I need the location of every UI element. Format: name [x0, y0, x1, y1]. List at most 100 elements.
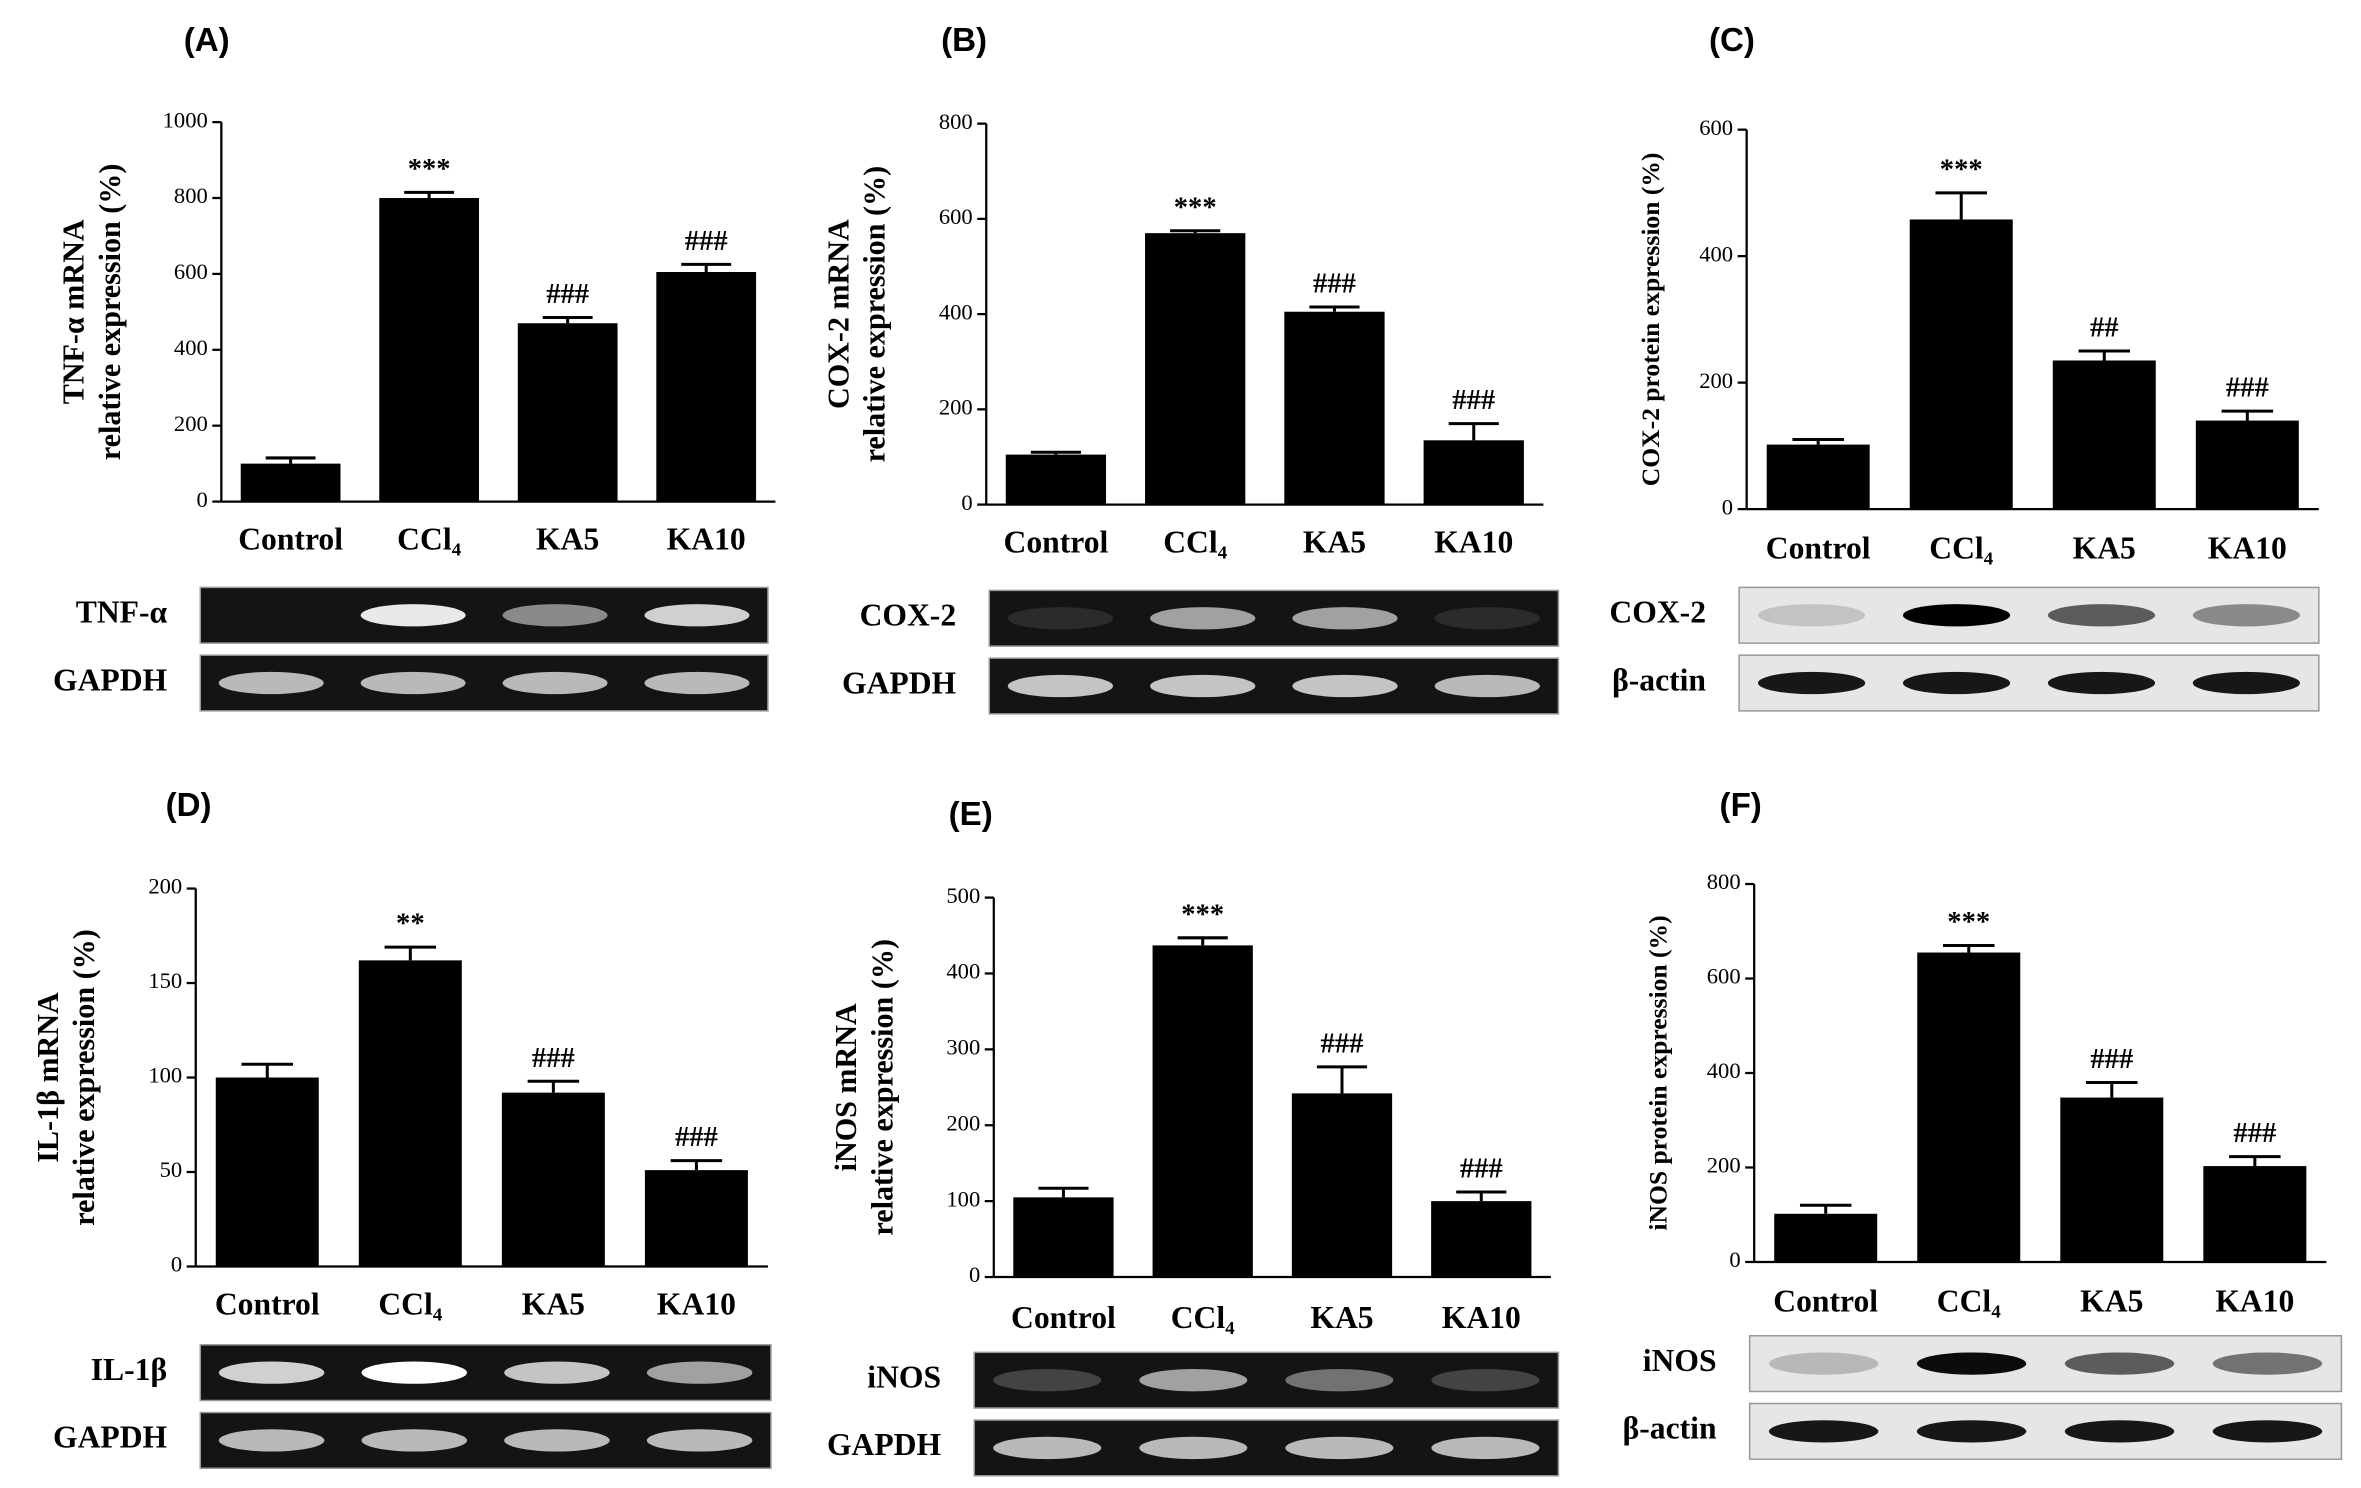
- y-axis-label: relative expression (%): [858, 166, 892, 463]
- blot-band: [1150, 607, 1256, 630]
- blot-band: [219, 604, 324, 626]
- x-tick-label: CCl₄: [378, 1286, 442, 1321]
- blot-band: [993, 1436, 1102, 1460]
- blot-label: GAPDH: [53, 662, 168, 697]
- x-tick-label: KA5: [2073, 531, 2136, 566]
- y-tick-label: 200: [946, 1110, 980, 1135]
- blot-band: [2212, 1352, 2323, 1375]
- bar: [1152, 945, 1253, 1278]
- blot-label: IL-1β: [91, 1352, 167, 1387]
- x-tick-label: KA10: [1434, 524, 1513, 559]
- annotation: ***: [1940, 154, 1983, 185]
- annotation: ###: [532, 1043, 575, 1074]
- y-tick-label: 0: [171, 1252, 182, 1277]
- bar: [2052, 360, 2156, 510]
- x-tick-label: KA10: [2208, 531, 2287, 566]
- y-tick-label: 600: [939, 204, 973, 229]
- bar: [379, 198, 480, 502]
- y-tick-label: 800: [1707, 869, 1741, 894]
- x-tick-label: KA5: [536, 521, 599, 556]
- blot-band: [1916, 1352, 2027, 1375]
- blot-band: [2212, 1420, 2323, 1443]
- blot-label: GAPDH: [827, 1427, 942, 1462]
- blot-band: [502, 671, 608, 695]
- x-tick-label: Control: [1011, 1300, 1116, 1335]
- y-axis-label: iNOS mRNA: [829, 1003, 863, 1171]
- y-tick-label: 200: [1707, 1153, 1741, 1178]
- y-tick-label: 100: [946, 1186, 980, 1211]
- y-tick-label: 400: [1707, 1058, 1741, 1083]
- blot-band: [1757, 604, 1866, 627]
- annotation: ###: [1452, 385, 1495, 416]
- y-tick-label: 200: [174, 411, 208, 436]
- blot-band: [360, 671, 466, 695]
- bar: [517, 323, 618, 502]
- bar: [1766, 444, 1870, 510]
- annotation: ###: [546, 279, 589, 310]
- blot-band: [1434, 607, 1540, 630]
- bar: [1423, 440, 1524, 505]
- blot-row: [973, 1351, 1560, 1409]
- panel-label: (B): [941, 22, 987, 59]
- y-tick-label: 400: [174, 335, 208, 360]
- bar: [215, 1077, 319, 1267]
- bar: [1431, 1201, 1532, 1278]
- x-tick-label: CCl₄: [1929, 531, 1993, 566]
- y-tick-label: 800: [939, 109, 973, 134]
- annotation: ***: [408, 154, 451, 185]
- blot-band: [1902, 671, 2011, 695]
- y-axis-label: iNOS protein expression (%): [1644, 915, 1673, 1230]
- blot-band: [1292, 607, 1398, 630]
- y-tick-label: 100: [148, 1063, 182, 1088]
- x-tick-label: CCl₄: [1163, 524, 1227, 559]
- y-axis-label: relative expression (%): [93, 164, 127, 461]
- y-tick-label: 50: [160, 1157, 183, 1182]
- bar: [240, 463, 341, 502]
- blot-band: [218, 1361, 325, 1384]
- panel: (C) COX-2 protein expression (%) 0 200 400 60…: [1609, 22, 2320, 712]
- blot-band: [360, 604, 466, 627]
- panel-label: (A): [184, 22, 230, 59]
- y-tick-label: 800: [174, 183, 208, 208]
- blot-band: [2064, 1352, 2175, 1375]
- annotation: ###: [2233, 1118, 2276, 1149]
- blot-band: [1007, 674, 1114, 698]
- annotation: ###: [685, 226, 728, 257]
- panel-label: (C): [1709, 22, 1755, 59]
- blot-band: [1139, 1369, 1248, 1392]
- x-tick-label: KA10: [657, 1286, 736, 1321]
- panel-label: (D): [166, 787, 212, 824]
- y-tick-label: 600: [174, 259, 208, 284]
- bar: [501, 1092, 605, 1267]
- x-tick-label: CCl₄: [1937, 1283, 2001, 1318]
- y-tick-label: 300: [946, 1035, 980, 1060]
- blot-label: COX-2: [1609, 595, 1706, 630]
- y-tick-label: 0: [1729, 1247, 1740, 1272]
- bar: [656, 272, 757, 502]
- blot-row: [988, 589, 1560, 647]
- annotation: ###: [1460, 1154, 1503, 1185]
- blot-label: β-actin: [1623, 1411, 1717, 1446]
- panel: (E) iNOS mRNA relative expression (%) 0 100 2…: [827, 796, 1560, 1477]
- annotation: ##: [2090, 312, 2119, 343]
- blot-band: [1292, 674, 1398, 698]
- blot-band: [2064, 1420, 2175, 1443]
- y-axis-label: relative expression (%): [67, 929, 101, 1226]
- blot-band: [644, 671, 750, 695]
- panel-label: (E): [949, 796, 993, 833]
- bar: [1013, 1197, 1114, 1278]
- annotation: ###: [2090, 1044, 2133, 1075]
- y-tick-label: 150: [148, 968, 182, 993]
- x-tick-label: Control: [215, 1286, 320, 1321]
- blot-band: [646, 1361, 753, 1384]
- y-axis-label: COX-2 protein expression (%): [1636, 153, 1665, 487]
- annotation: ***: [1181, 899, 1224, 930]
- blot-label: GAPDH: [842, 665, 957, 700]
- blot-band: [1431, 1436, 1540, 1460]
- blot-label: GAPDH: [53, 1420, 168, 1455]
- blot-band: [2192, 671, 2300, 695]
- x-tick-label: KA5: [1303, 524, 1366, 559]
- x-tick-label: KA5: [2080, 1283, 2143, 1318]
- blot-label: iNOS: [867, 1359, 941, 1394]
